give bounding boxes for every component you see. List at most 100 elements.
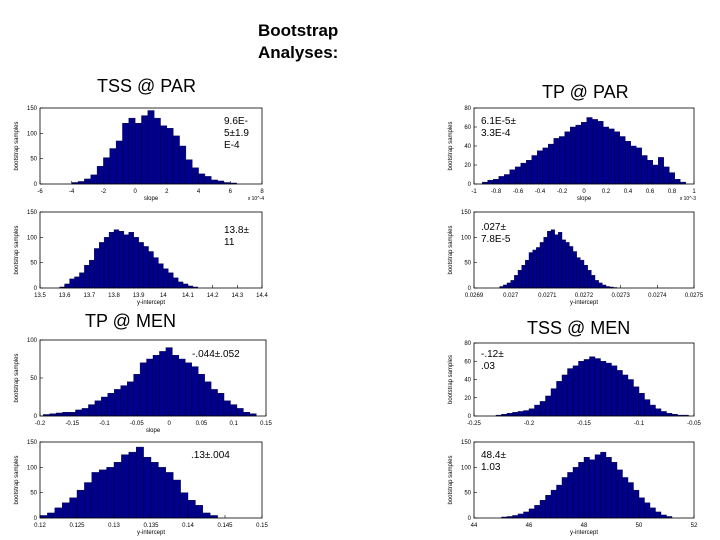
y-axis-label: bootstrap samples (448, 355, 454, 404)
y-axis-label: bootstrap samples (14, 121, 20, 170)
x-tick-label: 0.05 (196, 421, 208, 427)
x-tick-label: 0 (582, 189, 586, 195)
histogram-bar (611, 462, 618, 519)
histogram-bar (103, 237, 110, 289)
y-tick-label: 100 (27, 131, 38, 137)
x-tick-label: 0 (133, 189, 137, 195)
page-title-line-1: Bootstrap (258, 21, 339, 40)
estimate-annotation: 11 (224, 237, 235, 248)
x-tick-label: 0.2 (602, 189, 611, 195)
histogram-bar (550, 229, 555, 289)
histogram-bar (532, 249, 537, 289)
histogram-bar (594, 280, 599, 289)
y-tick-label: 150 (461, 440, 472, 446)
histogram-bar (75, 409, 83, 417)
histogram-bar (69, 278, 75, 289)
x-tick-label: -0.25 (467, 421, 481, 427)
y-axis-label: bootstrap samples (448, 225, 454, 274)
x-axis-label: y-intercept (570, 530, 598, 536)
histogram-bar (143, 246, 149, 289)
x-tick-label: -6 (37, 189, 43, 195)
histogram-bar (165, 472, 174, 519)
histogram-bar (128, 232, 134, 289)
estimate-annotation: 1.03 (481, 462, 501, 473)
x-tick-label: -0.15 (577, 421, 591, 427)
estimate-annotation: -.044±.052 (192, 349, 240, 360)
histogram-bar (586, 117, 593, 185)
histogram-bar (62, 502, 70, 519)
histogram-bar (561, 477, 568, 519)
histogram-bar (528, 508, 535, 519)
y-tick-label: 50 (30, 491, 37, 497)
x-tick-label: -4 (69, 189, 75, 195)
histogram-tss-par-intercept: 13.5 13.6 13.7 13.8 13.9 14 14.1 14.2 14.3 14.4 0 5… (14, 210, 268, 306)
histogram-bar (528, 252, 533, 289)
histogram-bar (146, 358, 154, 417)
section-label-tss-par: TSS @ PAR (97, 76, 196, 96)
histogram-bar (120, 385, 128, 417)
estimate-annotation: 5±1.9 (224, 128, 249, 139)
histogram-bar (138, 242, 144, 289)
histogram-bar (178, 358, 186, 417)
histogram-bar (84, 178, 91, 185)
y-tick-label: 0 (468, 286, 472, 292)
estimate-annotation: .027± (481, 222, 506, 233)
histogram-bar (539, 242, 544, 289)
histogram-bar (121, 454, 130, 519)
histogram-bar (210, 389, 218, 417)
histogram-bar (554, 234, 559, 289)
histogram-bar (655, 511, 662, 519)
histogram-bar (600, 451, 607, 519)
x-tick-label: -0.1 (634, 421, 645, 427)
x-tick-label: 13.8 (108, 293, 120, 299)
histogram-bar (625, 141, 631, 185)
histogram-bar (575, 124, 582, 185)
x-tick-label: 0.12 (34, 523, 46, 529)
histogram-bar (223, 400, 231, 417)
estimate-annotation: 7.8E-5 (481, 234, 511, 245)
histogram-bar (545, 395, 552, 417)
y-tick-label: 150 (27, 440, 38, 446)
histogram-bar (534, 505, 541, 519)
histogram-bar (616, 370, 623, 417)
x-tick-label: 14.4 (256, 293, 268, 299)
histogram-bar (567, 472, 574, 519)
histogram-bar (115, 140, 123, 185)
section-label-tp-men: TP @ MEN (85, 311, 176, 331)
y-tick-label: 100 (27, 338, 38, 344)
x-tick-label: -0.05 (130, 421, 144, 427)
histogram-bar (81, 408, 89, 417)
histogram-bar (619, 136, 626, 185)
histogram-bar (539, 500, 546, 519)
histogram-bar (113, 462, 122, 519)
histogram-bar (55, 412, 63, 417)
y-tick-label: 150 (27, 210, 38, 216)
histogram-bar (536, 247, 541, 289)
histogram-bar (163, 268, 169, 289)
histogram-bar (622, 477, 629, 519)
x-tick-label: 0.0271 (538, 293, 557, 299)
histogram-bar (185, 362, 192, 417)
histogram-bar (94, 400, 102, 417)
histogram-bar (512, 412, 519, 417)
histogram-bar (658, 157, 664, 185)
histogram-bar (185, 159, 193, 185)
x-tick-label: 0.027 (503, 293, 519, 299)
histogram-bar (649, 507, 656, 519)
x-tick-label: -0.15 (65, 421, 79, 427)
x-tick-label: 0.8 (668, 189, 677, 195)
histogram-bar (504, 174, 510, 185)
histogram-bar (103, 157, 110, 185)
x-tick-label: 0.0274 (648, 293, 667, 299)
histogram-bar (531, 155, 538, 185)
x-tick-label: 14.3 (231, 293, 243, 299)
histogram-bar (143, 457, 152, 519)
histogram-bar (523, 511, 530, 519)
histogram-bar (91, 472, 100, 519)
histogram-bar (591, 275, 596, 289)
histogram-bar (106, 467, 115, 519)
histogram-bar (503, 284, 508, 289)
histogram-bar (123, 234, 130, 289)
histogram-bar (605, 457, 612, 519)
